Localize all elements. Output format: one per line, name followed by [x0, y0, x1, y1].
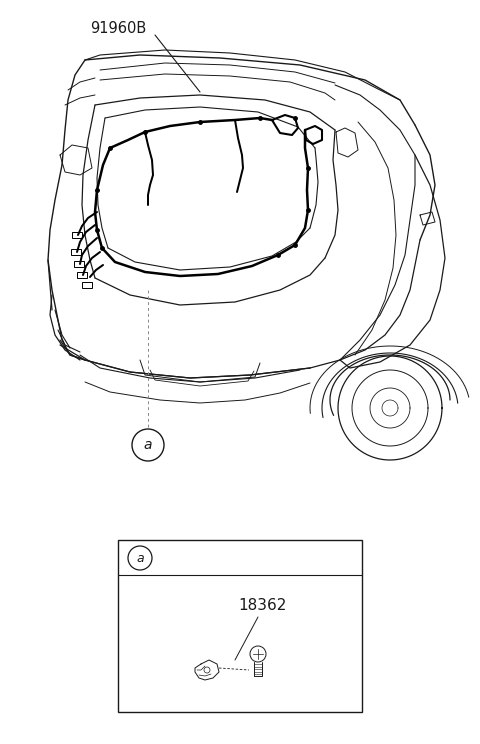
Text: 18362: 18362	[239, 597, 287, 612]
Text: 91960B: 91960B	[90, 21, 146, 36]
Text: a: a	[144, 438, 152, 452]
Bar	[71, 249, 81, 255]
Bar	[72, 232, 82, 238]
Text: a: a	[136, 551, 144, 565]
Bar	[82, 282, 92, 288]
Bar	[74, 261, 84, 267]
Bar	[118, 540, 362, 712]
Bar	[77, 272, 87, 278]
